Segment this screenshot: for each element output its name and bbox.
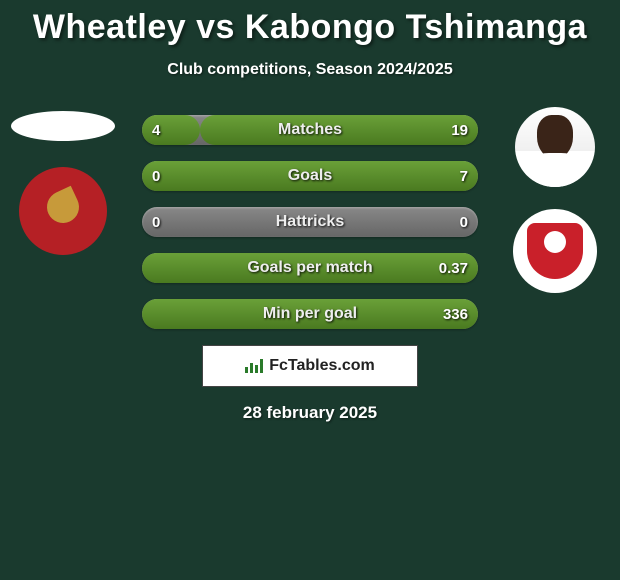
- stat-label: Goals: [142, 161, 478, 191]
- stat-row-goals: 0Goals7: [142, 161, 478, 191]
- stat-row-min-per-goal: Min per goal336: [142, 299, 478, 329]
- subtitle: Club competitions, Season 2024/2025: [0, 61, 620, 79]
- stat-value-right: 19: [451, 115, 468, 145]
- stat-label: Matches: [142, 115, 478, 145]
- date-text: 28 february 2025: [0, 403, 620, 423]
- stat-value-right: 0.37: [439, 253, 468, 283]
- stat-label: Hattricks: [142, 207, 478, 237]
- comparison-panel: 4Matches190Goals70Hattricks0Goals per ma…: [0, 107, 620, 423]
- stat-label: Min per goal: [142, 299, 478, 329]
- stat-label: Goals per match: [142, 253, 478, 283]
- stat-value-right: 7: [460, 161, 468, 191]
- attribution-text: FcTables.com: [269, 357, 375, 375]
- chart-icon: [245, 359, 263, 373]
- player-right-column: [500, 107, 610, 293]
- stat-bars: 4Matches190Goals70Hattricks0Goals per ma…: [142, 107, 478, 329]
- stat-row-hattricks: 0Hattricks0: [142, 207, 478, 237]
- stat-value-right: 0: [460, 207, 468, 237]
- club-badge-right: [513, 209, 597, 293]
- player-left-column: [8, 107, 118, 255]
- player-right-avatar: [515, 107, 595, 187]
- club-badge-left: [19, 167, 107, 255]
- page-title: Wheatley vs Kabongo Tshimanga: [0, 0, 620, 47]
- stat-row-goals-per-match: Goals per match0.37: [142, 253, 478, 283]
- stat-row-matches: 4Matches19: [142, 115, 478, 145]
- attribution-box: FcTables.com: [202, 345, 418, 387]
- stat-value-right: 336: [443, 299, 468, 329]
- player-left-avatar: [11, 111, 115, 141]
